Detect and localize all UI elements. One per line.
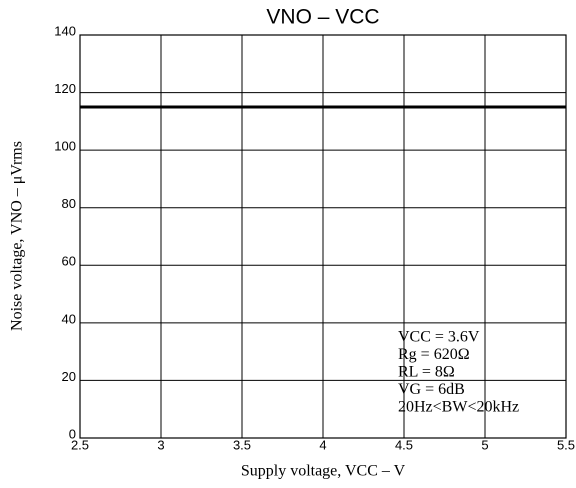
y-axis-label: Noise voltage, VNO – μVrms — [9, 141, 26, 331]
x-tick-label: 5 — [481, 437, 488, 452]
annotation: 20Hz<BW<20kHz — [398, 399, 519, 416]
annotation: VCC = 3.6V — [398, 329, 480, 346]
annotation: Rg = 620Ω — [398, 346, 470, 363]
chart-title: VNO – VCC — [266, 6, 379, 29]
x-tick-label: 3.5 — [233, 437, 251, 452]
y-tick-label: 40 — [62, 311, 76, 326]
x-tick-label: 5.5 — [557, 437, 575, 452]
y-tick-label: 60 — [62, 254, 76, 269]
y-tick-label: 100 — [54, 139, 76, 154]
annotation: RL = 8Ω — [398, 364, 455, 381]
y-tick-label: 80 — [62, 196, 76, 211]
x-tick-label: 2.5 — [71, 437, 89, 452]
annotation: VG = 6dB — [398, 381, 465, 398]
x-tick-label: 4.5 — [395, 437, 413, 452]
x-tick-label: 4 — [319, 437, 326, 452]
x-axis-label: Supply voltage, VCC – V — [241, 463, 406, 480]
y-tick-label: 0 — [69, 426, 76, 441]
plot-frame — [79, 34, 567, 439]
x-tick-label: 3 — [157, 437, 164, 452]
y-tick-label: 120 — [54, 81, 76, 96]
y-tick-label: 140 — [54, 23, 76, 38]
y-tick-label: 20 — [62, 369, 76, 384]
